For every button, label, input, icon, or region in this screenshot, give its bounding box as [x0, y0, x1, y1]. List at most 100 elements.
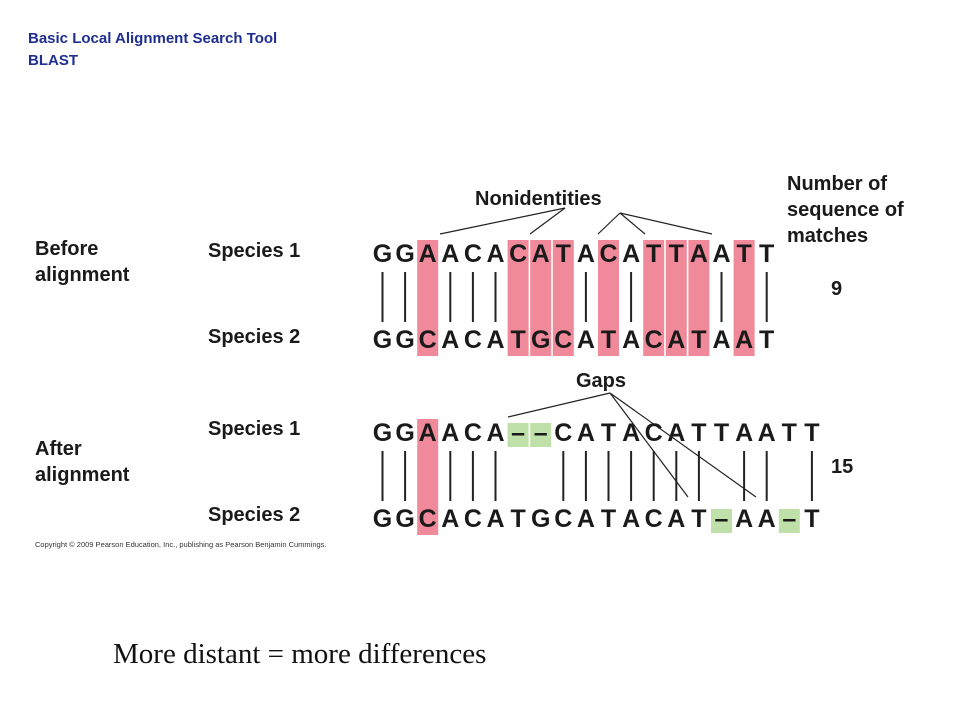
before-seq2-letter: C	[419, 326, 437, 354]
after-seq2-letter: C	[554, 505, 572, 533]
before-mismatch-column	[665, 240, 687, 356]
nonidentity-pointer-line	[597, 212, 621, 235]
match-bars-layer	[381, 272, 813, 501]
after-seq2-letter: T	[691, 505, 706, 533]
after-seq1-letter: A	[441, 419, 459, 447]
after-seq1-letter: C	[464, 419, 482, 447]
before-seq2-letter: A	[486, 326, 504, 354]
after-gap-cell	[778, 509, 800, 533]
before-seq1-letter: T	[646, 240, 661, 268]
before-mismatch-column	[733, 240, 755, 356]
before-mismatch-column	[552, 240, 574, 356]
before-mismatch-column	[643, 240, 665, 356]
after-alignment-label: After alignment	[35, 438, 130, 486]
after-seq1-letter: A	[735, 419, 753, 447]
after-seq2-letter: T	[601, 505, 616, 533]
after-seq2-letter: G	[395, 505, 414, 533]
nonidentity-pointer-line	[529, 207, 566, 235]
after-seq2-letter: G	[373, 505, 392, 533]
tagline: More distant = more differences	[113, 638, 487, 670]
after-seq1-letter: T	[804, 419, 819, 447]
after-seq1-letter: T	[691, 419, 706, 447]
after-seq2-letter: A	[667, 505, 685, 533]
after-seq1-letter: A	[667, 419, 685, 447]
after-seq2-letter: A	[735, 505, 753, 533]
after-gap-cell	[711, 509, 732, 533]
nonidentity-pointer-line	[619, 212, 713, 235]
gaps-label: Gaps	[576, 370, 627, 392]
gap-pointer-line	[609, 392, 689, 498]
before-seq1-letter: A	[486, 240, 504, 268]
before-seq1-letter: T	[669, 240, 684, 268]
before-seq1-letter: T	[736, 240, 751, 268]
after-seq2-letter: T	[510, 505, 525, 533]
before-seq1-letter: T	[556, 240, 571, 268]
before-seq1-letter: G	[373, 240, 392, 268]
before-seq1-letter: G	[395, 240, 414, 268]
after-seq1-letter: T	[782, 419, 797, 447]
before-seq1-letter: A	[690, 240, 708, 268]
before-mismatch-column	[598, 240, 619, 356]
before-seq2-letter: C	[464, 326, 482, 354]
before-seq2-letter: T	[759, 326, 774, 354]
after-seq2-letter: C	[645, 505, 663, 533]
after-seq2-letter: A	[758, 505, 776, 533]
after-seq1-letter: C	[645, 419, 663, 447]
nonidentity-pointer-line	[619, 212, 646, 235]
before-seq2-letter: A	[622, 326, 640, 354]
after-seq1-letter: A	[577, 419, 595, 447]
species1-label-after: Species 1	[208, 418, 301, 440]
after-seq2-letter: A	[622, 505, 640, 533]
slide-header: Basic Local Alignment Search Tool BLAST	[28, 28, 277, 72]
after-seq1-letter: A	[622, 419, 640, 447]
before-seq2-letter: A	[577, 326, 595, 354]
after-seq2-letter: A	[486, 505, 504, 533]
species1-label-before: Species 1	[208, 240, 301, 262]
after-seq2-letter: –	[782, 505, 796, 533]
after-seq1-letter: T	[714, 419, 729, 447]
before-seq2-letter: G	[531, 326, 550, 354]
nonidentities-label: Nonidentities	[475, 188, 602, 210]
header-title: Basic Local Alignment Search Tool	[28, 30, 278, 47]
before-seq2-letter: A	[712, 326, 730, 354]
before-seq2-letter: A	[735, 326, 753, 354]
after-seq2-letter: C	[419, 505, 437, 533]
after-seq1-letter: G	[395, 419, 414, 447]
before-seq2-letter: G	[395, 326, 414, 354]
after-seq1-letter: A	[486, 419, 504, 447]
callout-lines-layer	[439, 207, 757, 498]
before-seq1-letter: A	[441, 240, 459, 268]
highlight-layer	[417, 240, 800, 535]
after-gap-cell	[530, 423, 552, 447]
copyright-note: Copyright © 2009 Pearson Education, Inc.…	[35, 540, 327, 549]
gap-pointer-line	[507, 392, 611, 418]
header-acronym: BLAST	[28, 52, 78, 69]
before-mismatch-column	[417, 240, 439, 356]
after-mismatch-column	[417, 419, 439, 535]
after-seq2-letter: A	[441, 505, 459, 533]
nonidentity-pointer-line	[439, 207, 566, 235]
before-seq1-letter: A	[532, 240, 550, 268]
after-seq1-letter: A	[419, 419, 437, 447]
before-seq1-letter: A	[622, 240, 640, 268]
after-gap-cell	[507, 423, 529, 447]
before-seq1-letter: T	[759, 240, 774, 268]
after-seq1-letter: –	[511, 419, 525, 447]
after-seq2-letter: A	[577, 505, 595, 533]
species2-label-after: Species 2	[208, 504, 301, 526]
before-seq2-letter: A	[667, 326, 685, 354]
after-seq1-letter: C	[554, 419, 572, 447]
before-seq2-letter: A	[441, 326, 459, 354]
before-mismatch-column	[688, 240, 710, 356]
after-seq1-letter: G	[373, 419, 392, 447]
before-mismatch-column	[507, 240, 529, 356]
before-seq1-letter: C	[464, 240, 482, 268]
before-alignment-label: Before alignment	[35, 238, 130, 286]
before-seq1-letter: A	[419, 240, 437, 268]
before-seq2-letter: T	[601, 326, 616, 354]
after-seq2-letter: C	[464, 505, 482, 533]
before-seq1-letter: A	[577, 240, 595, 268]
after-seq1-letter: A	[758, 419, 776, 447]
after-seq2-letter: –	[715, 505, 729, 533]
